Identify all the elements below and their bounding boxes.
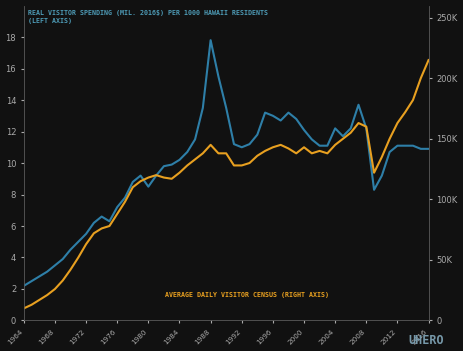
Text: UHERO: UHERO bbox=[409, 335, 444, 347]
Text: REAL VISITOR SPENDING (MIL. 2016$) PER 1000 HAWAII RESIDENTS
(LEFT AXIS): REAL VISITOR SPENDING (MIL. 2016$) PER 1… bbox=[28, 10, 268, 24]
Text: AVERAGE DAILY VISITOR CENSUS (RIGHT AXIS): AVERAGE DAILY VISITOR CENSUS (RIGHT AXIS… bbox=[165, 292, 330, 298]
